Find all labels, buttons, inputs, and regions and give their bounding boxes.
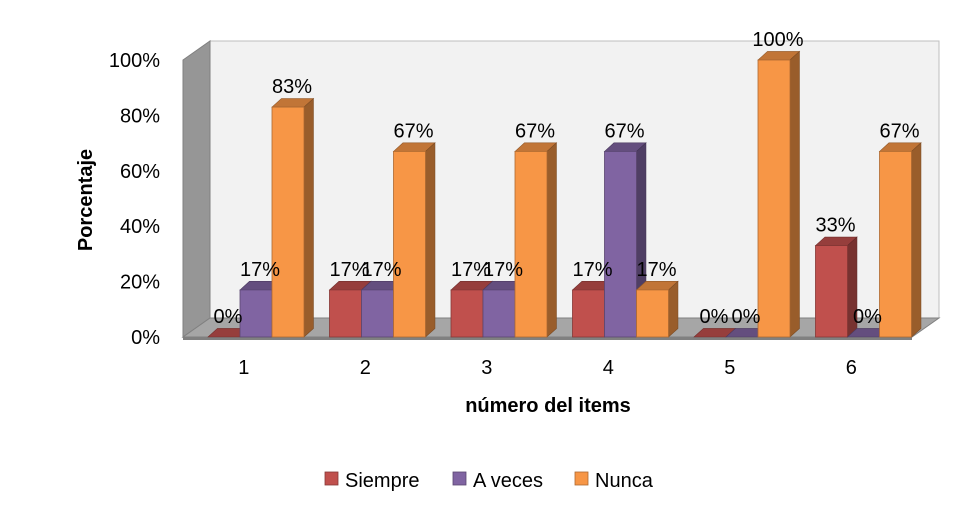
side-wall (182, 40, 211, 338)
legend-swatch (324, 471, 339, 486)
data-label: 17% (483, 259, 523, 281)
data-label: 33% (815, 215, 855, 237)
bar-front (636, 289, 669, 338)
bar-front (879, 151, 912, 338)
bar-side (303, 97, 314, 338)
data-label: 17% (572, 259, 612, 281)
legend-swatch (574, 471, 589, 486)
bar-front (757, 59, 791, 338)
legend-swatch (452, 471, 467, 486)
bar-side (425, 142, 436, 338)
data-label: 67% (604, 120, 644, 142)
data-label: 17% (240, 259, 280, 281)
data-label: 0% (214, 306, 243, 328)
bar (814, 236, 858, 338)
bar-front (482, 289, 516, 338)
x-tick-label: 4 (603, 357, 614, 379)
legend-label: Nunca (595, 470, 654, 492)
y-tick-label: 40% (120, 216, 160, 238)
y-tick-label: 100% (109, 50, 160, 72)
bar-front (393, 151, 426, 338)
legend-item: A veces (452, 470, 543, 492)
x-axis-ticks: 1 2 3 4 5 6 (238, 357, 857, 379)
bar-front (361, 289, 394, 338)
x-axis-title: número del items (465, 395, 631, 417)
legend-label: A veces (473, 470, 543, 492)
bar (757, 50, 801, 338)
y-axis-ticks: 0% 20% 40% 60% 80% 100% (109, 50, 160, 349)
bar-front (239, 289, 273, 338)
bar-front (604, 151, 637, 338)
bar-front (815, 245, 848, 338)
data-label: 0% (700, 306, 729, 328)
bar (392, 142, 436, 338)
data-label: 67% (393, 120, 433, 142)
y-tick-label: 0% (131, 327, 160, 349)
y-tick-label: 80% (120, 105, 160, 127)
floor-edge (183, 337, 912, 340)
bar-front (450, 289, 484, 338)
bar (878, 142, 922, 338)
bar-front (271, 106, 305, 338)
bar-side (911, 142, 922, 338)
bar-series (207, 50, 922, 338)
x-tick-label: 3 (481, 357, 492, 379)
x-tick-label: 2 (360, 357, 371, 379)
bar-side (546, 142, 557, 338)
data-labels: 0%17%83%17%17%67%17%17%67%17%67%17%0% 0%1… (214, 29, 920, 328)
legend-item: Nunca (574, 470, 654, 492)
data-label: 0% (853, 306, 882, 328)
bar-side (668, 280, 679, 338)
bar (635, 280, 679, 338)
legend-label: Siempre (345, 470, 419, 492)
data-label: 67% (879, 120, 919, 142)
y-tick-label: 20% (120, 272, 160, 294)
data-label: 17% (361, 259, 401, 281)
data-label: 17% (329, 259, 369, 281)
y-tick-label: 60% (120, 161, 160, 183)
legend-item: Siempre (324, 470, 419, 492)
data-label: 100% (752, 29, 803, 51)
x-tick-label: 1 (238, 357, 249, 379)
bar-front (514, 151, 548, 338)
bar-front (572, 289, 605, 338)
bar-front (329, 289, 362, 338)
data-label: 0% (732, 306, 761, 328)
legend: Siempre A veces Nunca (324, 470, 654, 492)
y-axis-title: Porcentaje (75, 149, 97, 251)
data-label: 67% (515, 120, 555, 142)
data-label: 83% (272, 76, 312, 98)
bar-side (789, 50, 800, 338)
bar (271, 97, 315, 338)
x-tick-label: 5 (724, 357, 735, 379)
data-label: 17% (636, 259, 676, 281)
bar (514, 142, 558, 338)
data-label: 17% (451, 259, 491, 281)
x-tick-label: 6 (846, 357, 857, 379)
